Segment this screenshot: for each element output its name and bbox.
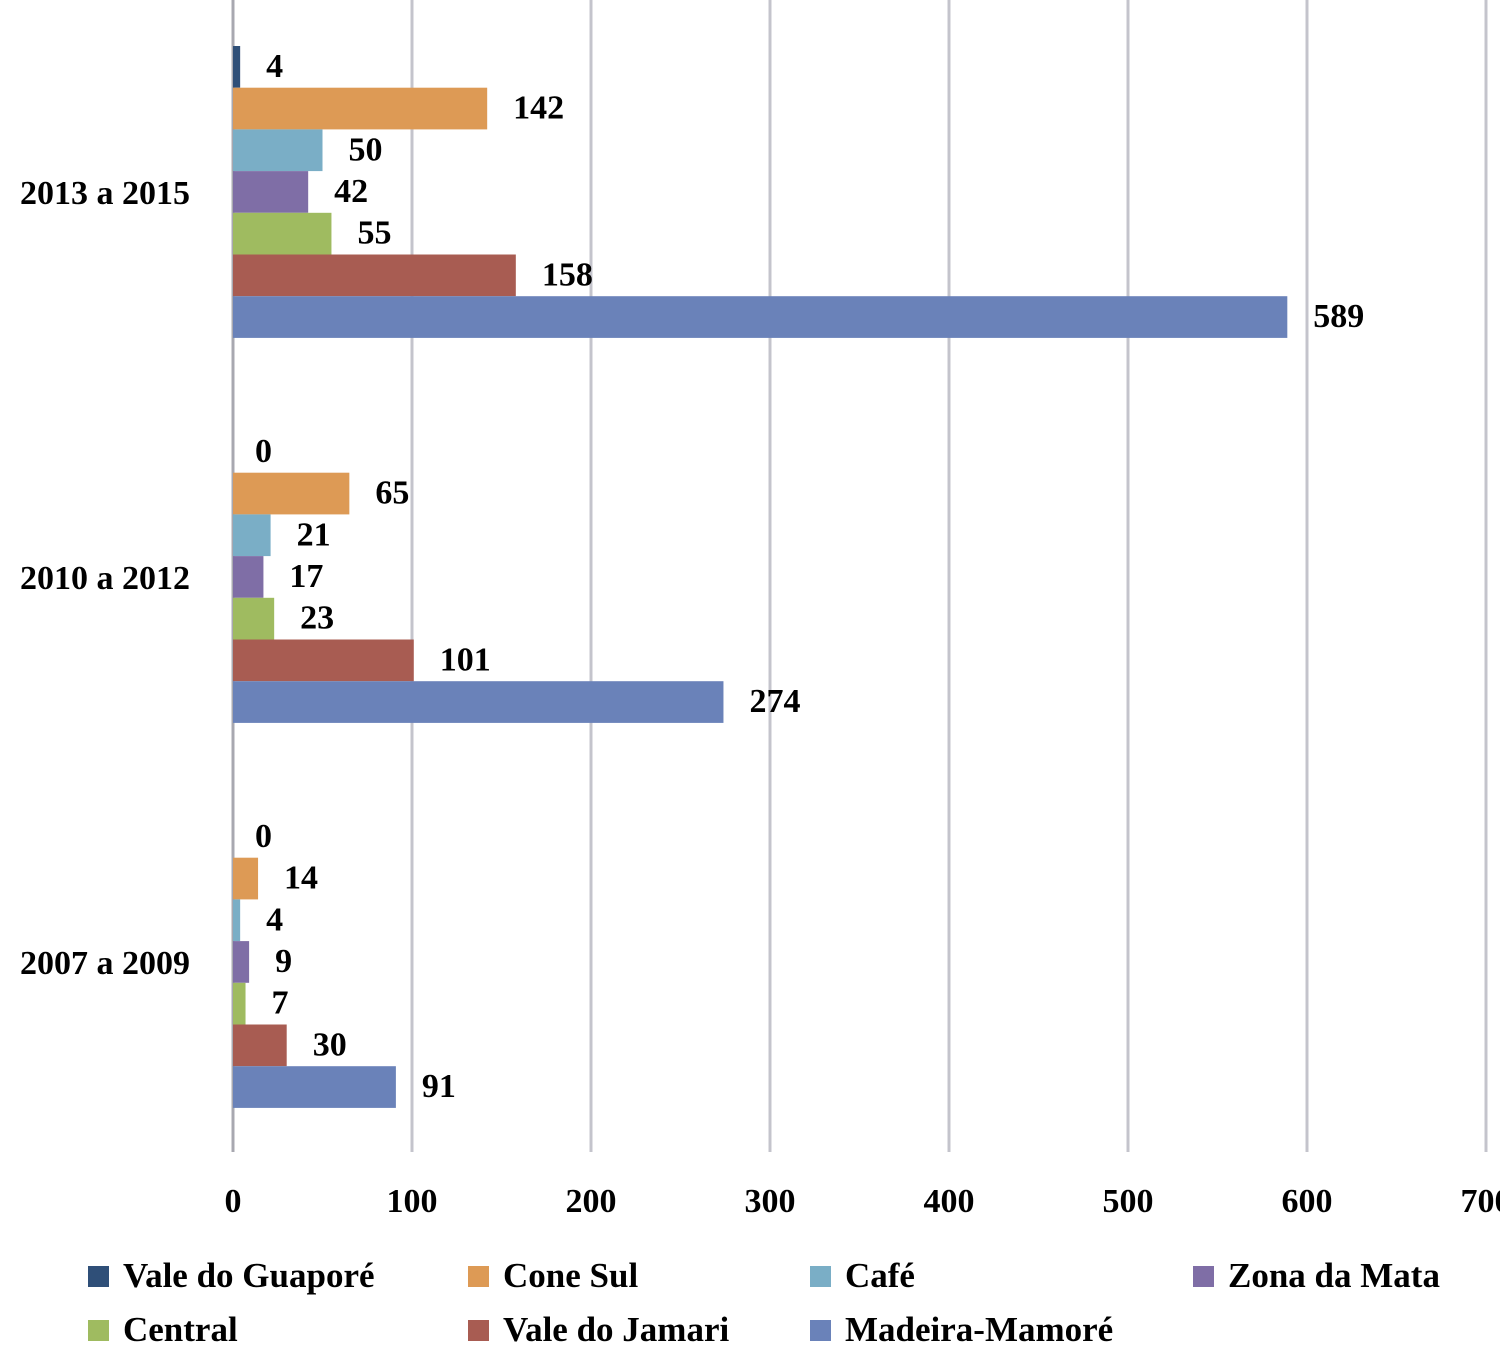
bar [233, 129, 323, 171]
data-label: 7 [272, 985, 289, 1022]
bar [233, 858, 258, 900]
data-label: 4 [266, 48, 283, 85]
data-label: 50 [349, 131, 383, 168]
x-tick-label: 100 [387, 1183, 438, 1220]
legend-swatch [88, 1266, 109, 1287]
data-label: 9 [275, 943, 292, 980]
legend-item: Central [88, 1308, 238, 1352]
legend-item: Madeira-Mamoré [810, 1308, 1113, 1352]
x-tick-label: 700 [1461, 1183, 1500, 1220]
x-tick-label: 500 [1103, 1183, 1154, 1220]
data-label: 23 [300, 600, 334, 637]
x-tick-label: 300 [745, 1183, 796, 1220]
bar [233, 171, 308, 213]
data-label: 91 [422, 1068, 456, 1105]
bar [233, 640, 414, 682]
category-label: 2007 a 2009 [20, 945, 190, 982]
data-label: 42 [334, 173, 368, 210]
data-label: 142 [513, 90, 564, 127]
bar [233, 556, 263, 598]
legend-label: Central [123, 1310, 238, 1350]
data-label: 17 [289, 558, 323, 595]
legend-item: Vale do Guaporé [88, 1254, 375, 1298]
legend-swatch [810, 1266, 831, 1287]
bar [233, 598, 274, 640]
data-label: 4 [266, 901, 283, 938]
data-label: 0 [255, 433, 272, 470]
x-tick-label: 600 [1282, 1183, 1333, 1220]
data-label: 55 [357, 215, 391, 252]
bar [233, 941, 249, 983]
legend-item: Cone Sul [468, 1254, 638, 1298]
data-label: 158 [542, 256, 593, 293]
bar [233, 899, 240, 941]
legend: Vale do Guaporé Cone Sul Café Zona da Mata C… [0, 1250, 1500, 1347]
category-label: 2010 a 2012 [20, 560, 190, 597]
data-label: 274 [749, 683, 800, 720]
legend-label: Zona da Mata [1228, 1256, 1440, 1296]
x-tick-label: 0 [225, 1183, 242, 1220]
legend-label: Vale do Guaporé [123, 1256, 375, 1296]
bar [233, 255, 516, 297]
data-label: 0 [255, 818, 272, 855]
x-tick-label: 400 [924, 1183, 975, 1220]
legend-item: Vale do Jamari [468, 1308, 729, 1352]
bar [233, 1066, 396, 1108]
legend-swatch [810, 1320, 831, 1341]
data-label: 30 [313, 1026, 347, 1063]
bar [233, 514, 271, 556]
legend-label: Madeira-Mamoré [845, 1310, 1113, 1350]
bar-chart: 01002003004005006007002013 a 20154142504… [0, 0, 1500, 1250]
bar [233, 1025, 287, 1067]
legend-label: Vale do Jamari [503, 1310, 729, 1350]
legend-item: Zona da Mata [1193, 1254, 1440, 1298]
legend-label: Cone Sul [503, 1256, 638, 1296]
category-label: 2013 a 2015 [20, 175, 190, 212]
legend-label: Café [845, 1256, 915, 1296]
legend-swatch [468, 1320, 489, 1341]
data-label: 65 [375, 475, 409, 512]
bar [233, 473, 349, 515]
legend-item: Café [810, 1254, 915, 1298]
bar [233, 296, 1287, 338]
data-label: 101 [440, 641, 491, 678]
legend-swatch [468, 1266, 489, 1287]
bar [233, 213, 331, 255]
data-label: 14 [284, 860, 318, 897]
x-tick-label: 200 [566, 1183, 617, 1220]
bar [233, 88, 487, 130]
data-label: 21 [297, 516, 331, 553]
bar [233, 681, 723, 723]
legend-swatch [88, 1320, 109, 1341]
bar [233, 46, 240, 88]
data-label: 589 [1313, 298, 1364, 335]
legend-swatch [1193, 1266, 1214, 1287]
bar [233, 983, 246, 1025]
